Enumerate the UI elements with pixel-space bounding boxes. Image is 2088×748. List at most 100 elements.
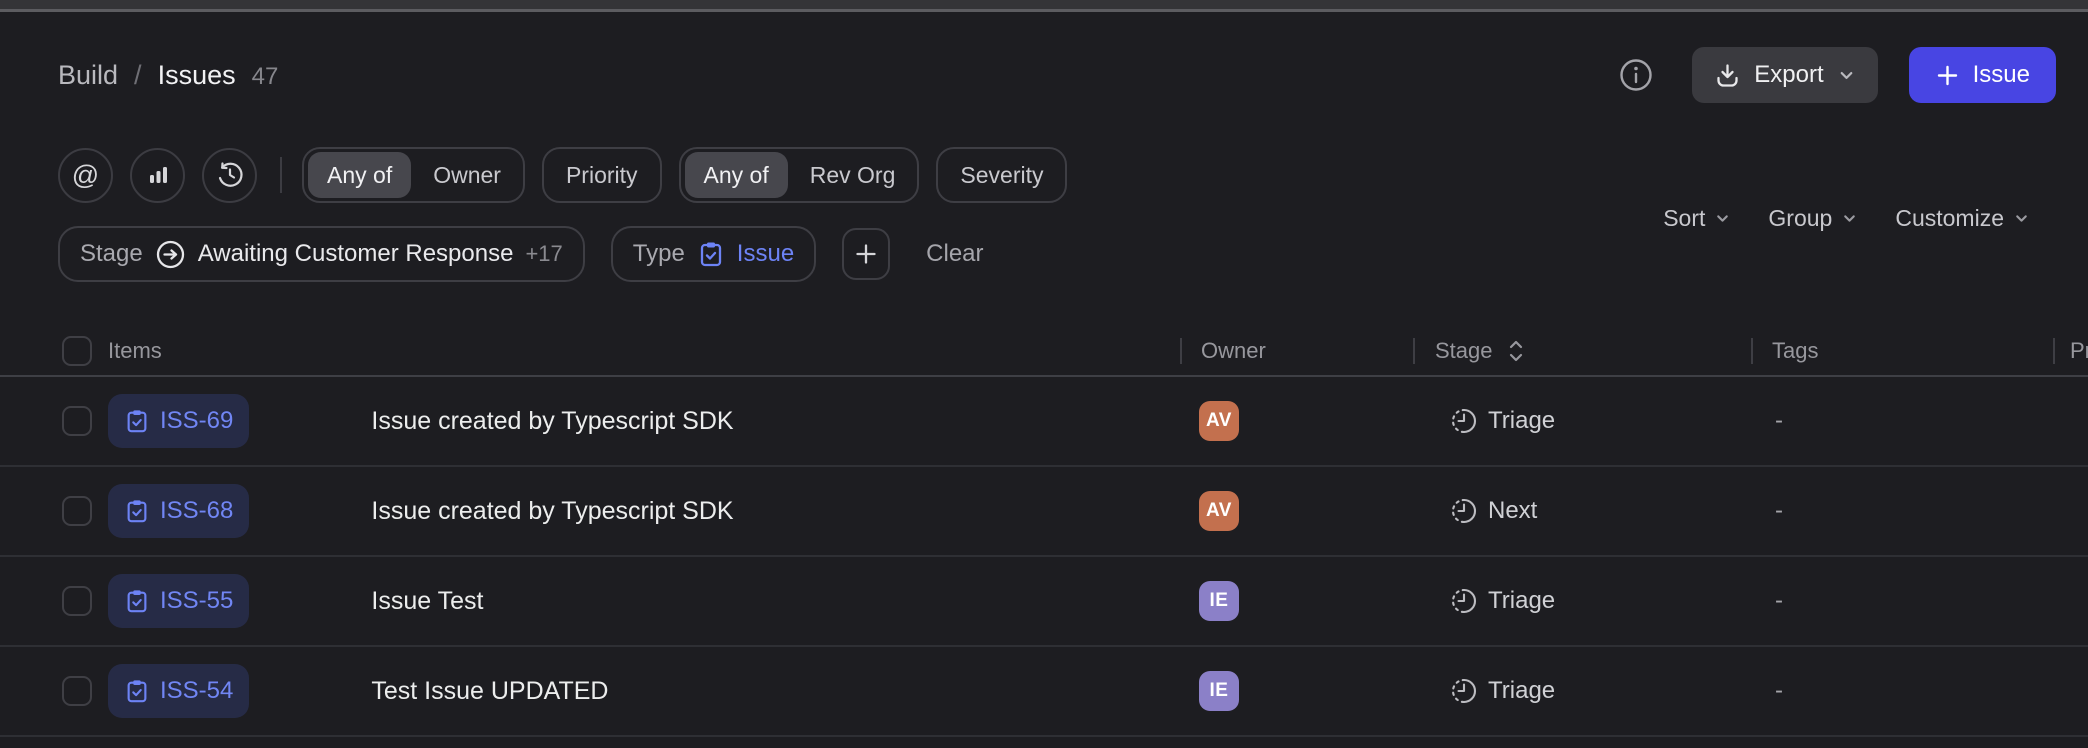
issue-id-badge[interactable]: ISS-54 [108, 664, 250, 718]
filter-pill-owner[interactable]: Any of Owner [302, 147, 525, 203]
priority-filter-label: Priority [565, 161, 638, 188]
issue-id-badge[interactable]: ISS-68 [108, 484, 250, 538]
group-control[interactable]: Group [1768, 205, 1858, 232]
type-filter-value: Issue [736, 240, 795, 267]
stage-value[interactable]: Triage [1488, 587, 1556, 614]
chevron-down-icon [2013, 210, 2030, 227]
row-checkbox[interactable] [62, 586, 92, 616]
owner-operator[interactable]: Any of [308, 152, 412, 198]
customize-label: Customize [1895, 204, 2004, 231]
analytics-filter-button[interactable] [130, 147, 185, 203]
page-header: Build / Issues 47 Export [58, 47, 2056, 103]
owner-avatar[interactable]: AV [1199, 401, 1239, 441]
table-row[interactable]: ISS-54 Test Issue UPDATED IE Triage - [0, 647, 2088, 737]
type-filter-pill[interactable]: Type Issue [610, 226, 817, 282]
filter-pill-revorg[interactable]: Any of Rev Org [678, 147, 920, 203]
tags-value: - [1775, 407, 1783, 434]
new-issue-button[interactable]: Issue [1908, 47, 2056, 103]
issue-count: 47 [251, 62, 279, 90]
row-checkbox[interactable] [62, 406, 92, 436]
stage-clock-icon [1449, 496, 1479, 526]
stage-filter-value: Awaiting Customer Response [197, 240, 514, 267]
breadcrumb: Build / Issues 47 [58, 60, 278, 91]
issues-table: Items Owner Stage Tags Priority [0, 327, 2088, 737]
filter-pill-severity[interactable]: Severity [936, 147, 1068, 203]
at-sign-icon: @ [71, 159, 100, 190]
issue-title[interactable]: Issue created by Typescript SDK [371, 406, 734, 435]
issue-id-badge[interactable]: ISS-69 [108, 394, 250, 448]
row-checkbox[interactable] [62, 496, 92, 526]
select-all-checkbox[interactable] [62, 336, 92, 366]
filter-bar: @ Any of Owner Priority Any of Rev Org [58, 147, 2088, 203]
export-button[interactable]: Export [1692, 47, 1878, 103]
stage-filter-pill[interactable]: Stage Awaiting Customer Response +17 [58, 226, 585, 282]
tags-value: - [1775, 587, 1783, 614]
stage-value[interactable]: Triage [1488, 677, 1556, 704]
owner-avatar[interactable]: IE [1199, 581, 1239, 621]
window-top-edge [0, 0, 2088, 12]
severity-filter-label: Severity [960, 161, 1044, 188]
row-checkbox[interactable] [62, 676, 92, 706]
sort-control[interactable]: Sort [1663, 205, 1731, 232]
items-column-header[interactable]: Items [108, 338, 162, 363]
arrow-right-circle-icon [155, 239, 186, 270]
stage-column-header[interactable]: Stage [1413, 338, 1751, 364]
stage-clock-icon [1449, 586, 1479, 616]
stage-value[interactable]: Triage [1488, 407, 1556, 434]
chevron-down-icon [1714, 210, 1731, 227]
issue-clipboard-icon [124, 498, 150, 524]
table-row[interactable]: ISS-55 Issue Test IE Triage - [0, 557, 2088, 647]
revorg-operator[interactable]: Any of [684, 152, 788, 198]
active-filters-bar: Stage Awaiting Customer Response +17 Typ… [58, 226, 2088, 282]
stage-value[interactable]: Next [1488, 497, 1538, 524]
tags-value: - [1775, 677, 1783, 704]
stage-clock-icon [1449, 406, 1479, 436]
owner-filter-label[interactable]: Owner [433, 161, 501, 188]
issue-id-badge[interactable]: ISS-55 [108, 574, 250, 628]
owner-avatar[interactable]: IE [1199, 671, 1239, 711]
filter-divider [280, 157, 282, 193]
page-title: Issues [157, 59, 236, 90]
priority-column-header[interactable]: Priority [2053, 338, 2088, 364]
revorg-filter-label[interactable]: Rev Org [809, 161, 896, 188]
issue-title[interactable]: Issue Test [371, 586, 484, 615]
issue-title[interactable]: Issue created by Typescript SDK [371, 496, 734, 525]
issue-clipboard-icon [124, 678, 150, 704]
issue-clipboard-icon [697, 240, 725, 268]
group-label: Group [1768, 204, 1833, 231]
issue-title[interactable]: Test Issue UPDATED [371, 676, 609, 705]
tags-column-header[interactable]: Tags [1751, 338, 2053, 364]
stage-filter-overflow-count: +17 [525, 241, 563, 266]
issue-clipboard-icon [124, 588, 150, 614]
mentions-filter-button[interactable]: @ [58, 147, 113, 203]
info-button[interactable] [1618, 57, 1654, 93]
chevron-down-icon [1841, 210, 1858, 227]
issue-clipboard-icon [124, 408, 150, 434]
history-filter-button[interactable] [202, 147, 257, 203]
issue-id: ISS-69 [160, 407, 234, 434]
plus-icon [853, 241, 879, 267]
owner-column-header[interactable]: Owner [1180, 338, 1413, 364]
clear-filters-button[interactable]: Clear [926, 240, 984, 267]
issue-id: ISS-68 [160, 497, 234, 524]
sort-arrows-icon[interactable] [1506, 338, 1526, 364]
view-controls: Sort Group Customize [1663, 196, 2030, 240]
owner-avatar[interactable]: AV [1199, 491, 1239, 531]
breadcrumb-section[interactable]: Build [58, 59, 119, 90]
add-filter-button[interactable] [842, 228, 891, 280]
bar-chart-icon [145, 162, 171, 188]
breadcrumb-separator: / [134, 59, 142, 90]
filter-pill-priority[interactable]: Priority [541, 147, 662, 203]
sort-label: Sort [1663, 204, 1706, 231]
issue-id: ISS-54 [160, 677, 234, 704]
tags-value: - [1775, 497, 1783, 524]
customize-control[interactable]: Customize [1895, 205, 2030, 232]
table-header: Items Owner Stage Tags Priority [0, 327, 2088, 377]
history-clock-icon [215, 160, 245, 190]
stage-clock-icon [1449, 676, 1479, 706]
chevron-down-icon [1837, 66, 1856, 85]
new-issue-label: Issue [1972, 61, 2030, 88]
table-row[interactable]: ISS-69 Issue created by Typescript SDK A… [0, 377, 2088, 467]
issue-id: ISS-55 [160, 587, 234, 614]
table-row[interactable]: ISS-68 Issue created by Typescript SDK A… [0, 467, 2088, 557]
